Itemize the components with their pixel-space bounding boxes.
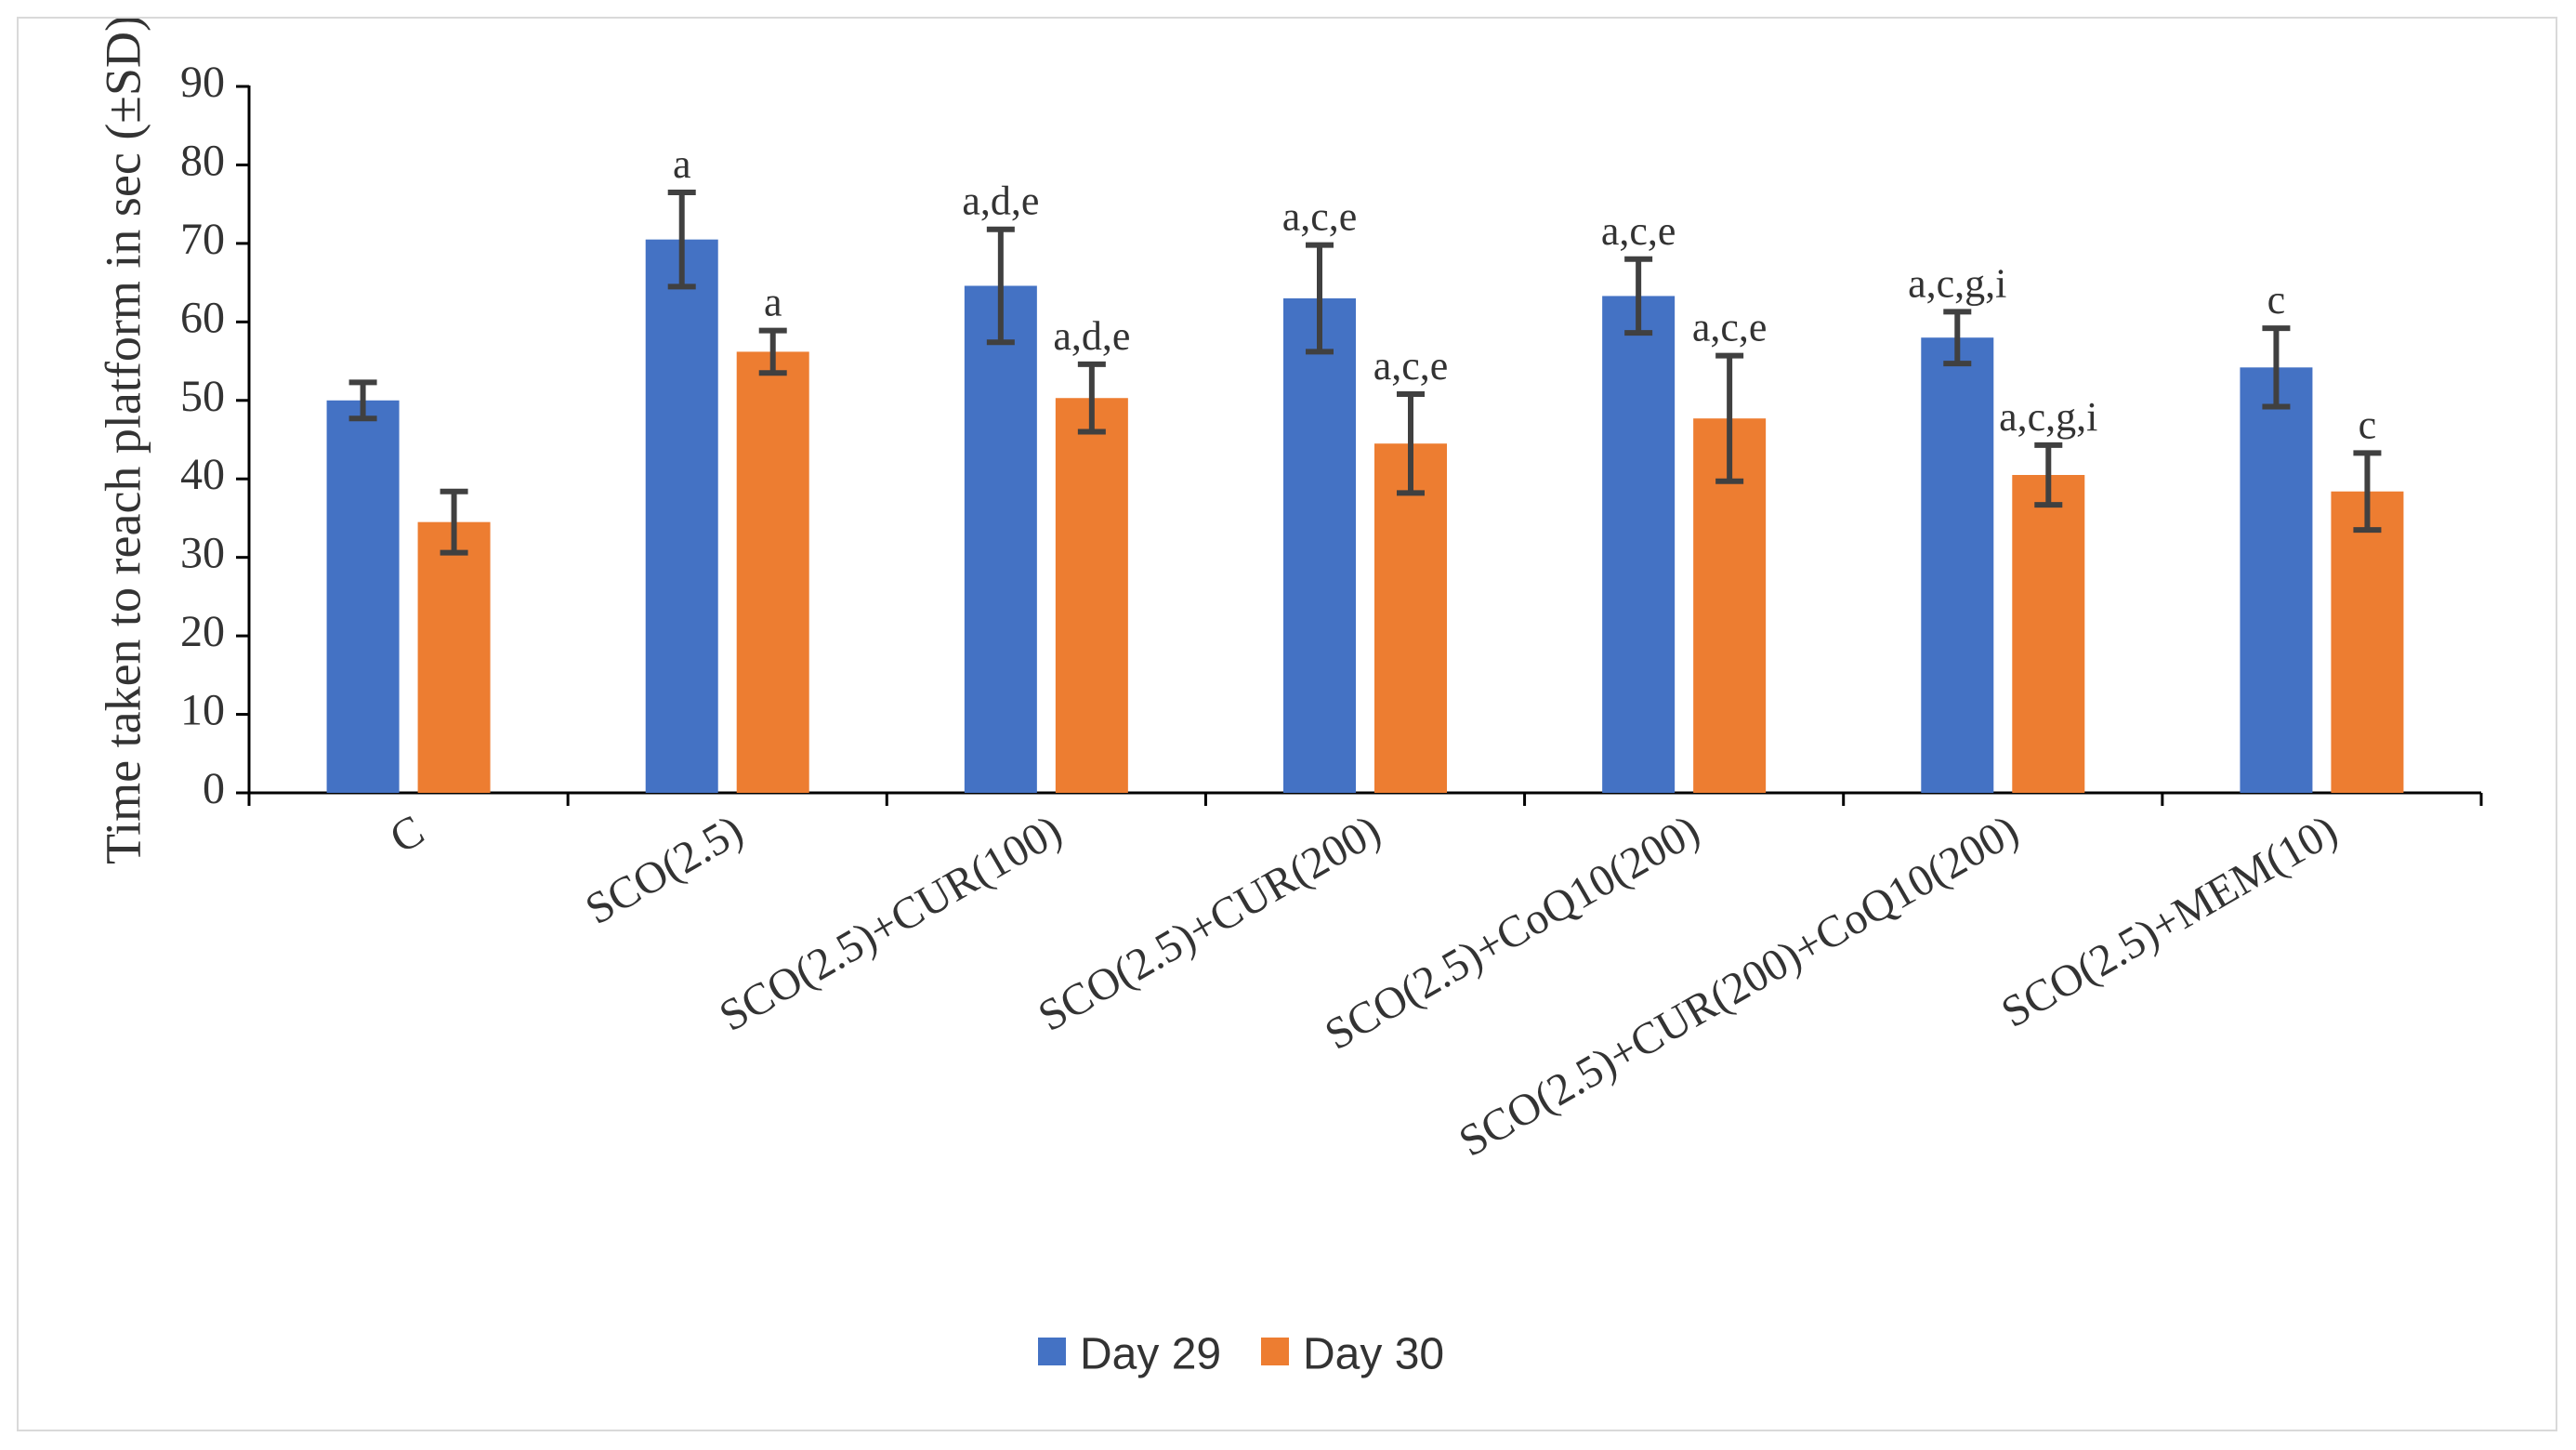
y-axis-title: Time taken to reach platform in sec (±SD… [95,19,151,864]
legend-swatch [1261,1338,1289,1365]
significance-label: a,c,e [1282,194,1358,240]
x-category-label: SCO(2.5)+CUR(100) [711,806,1070,1041]
significance-label: a,d,e [1053,313,1130,359]
bar-day-29 [645,239,718,793]
legend: Day 29 Day 30 [1038,1330,1444,1379]
bar-day-29 [1283,298,1356,793]
y-tick-label: 60 [180,293,225,342]
significance-label: c [2359,402,2377,447]
significance-label: a,c,e [1373,343,1449,389]
y-tick-label: 0 [203,764,225,813]
y-tick-label: 80 [180,136,225,185]
bar-day-30 [417,521,491,793]
x-category-label: C [382,806,432,863]
y-tick-label: 30 [180,529,225,578]
significance-label: a,d,e [962,178,1039,224]
bar-day-30 [2012,475,2085,793]
significance-label: a,c,g,i [1908,260,2006,306]
bar-day-29 [2240,367,2313,793]
significance-label: a,c,e [1692,305,1768,350]
x-category-label: SCO(2.5) [577,806,751,935]
y-tick-label: 70 [180,215,225,264]
bar-chart: Time taken to reach platform in sec (±SD… [95,19,2483,1379]
significance-label: a [764,280,782,325]
y-tick-label: 10 [180,686,225,735]
bar-day-29 [1602,296,1676,793]
significance-label: a [673,141,691,187]
y-tick-label: 20 [180,607,225,656]
x-category-label: SCO(2.5)+CUR(200)+CoQ10(200) [1451,806,2027,1167]
bar-day-30 [736,351,809,793]
chart-marks: 0 10 20 30 40 50 60 70 80 90 C SCO(2.5) a a SCO(2.5)+C… [180,58,2483,1167]
legend-label: Day 30 [1303,1330,1444,1379]
bar-day-30 [2331,491,2404,793]
bar-day-29 [964,285,1037,793]
y-tick-label: 40 [180,450,225,499]
bar-day-29 [1921,337,1994,793]
bar-day-30 [1055,398,1128,793]
y-axis-title-group: Time taken to reach platform in sec (±SD… [95,19,151,864]
legend-swatch [1038,1338,1066,1365]
significance-label: a,c,g,i [1999,394,2097,440]
bar-day-30 [1374,443,1447,793]
x-category-label: SCO(2.5)+MEM(10) [1993,806,2346,1037]
significance-label: a,c,e [1601,208,1676,254]
y-tick-label: 90 [180,58,225,107]
legend-label: Day 29 [1080,1330,1221,1379]
y-tick-label: 50 [180,372,225,421]
chart-frame: Time taken to reach platform in sec (±SD… [17,17,2557,1431]
significance-label: c [2267,277,2286,323]
bar-day-29 [326,400,400,793]
